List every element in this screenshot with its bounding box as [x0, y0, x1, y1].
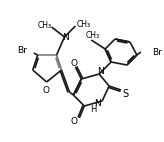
- Text: Br: Br: [152, 48, 162, 57]
- Text: CH₃: CH₃: [76, 19, 90, 29]
- Text: S: S: [122, 89, 128, 99]
- Text: N: N: [97, 66, 103, 76]
- Text: Br: Br: [17, 45, 27, 55]
- Text: O: O: [71, 116, 78, 126]
- Text: O: O: [71, 59, 78, 67]
- Text: O: O: [42, 85, 49, 94]
- Text: CH₃: CH₃: [38, 20, 52, 30]
- Text: CH₃: CH₃: [85, 31, 99, 39]
- Text: N: N: [94, 100, 101, 108]
- Text: N: N: [62, 33, 69, 41]
- Text: H: H: [90, 106, 96, 114]
